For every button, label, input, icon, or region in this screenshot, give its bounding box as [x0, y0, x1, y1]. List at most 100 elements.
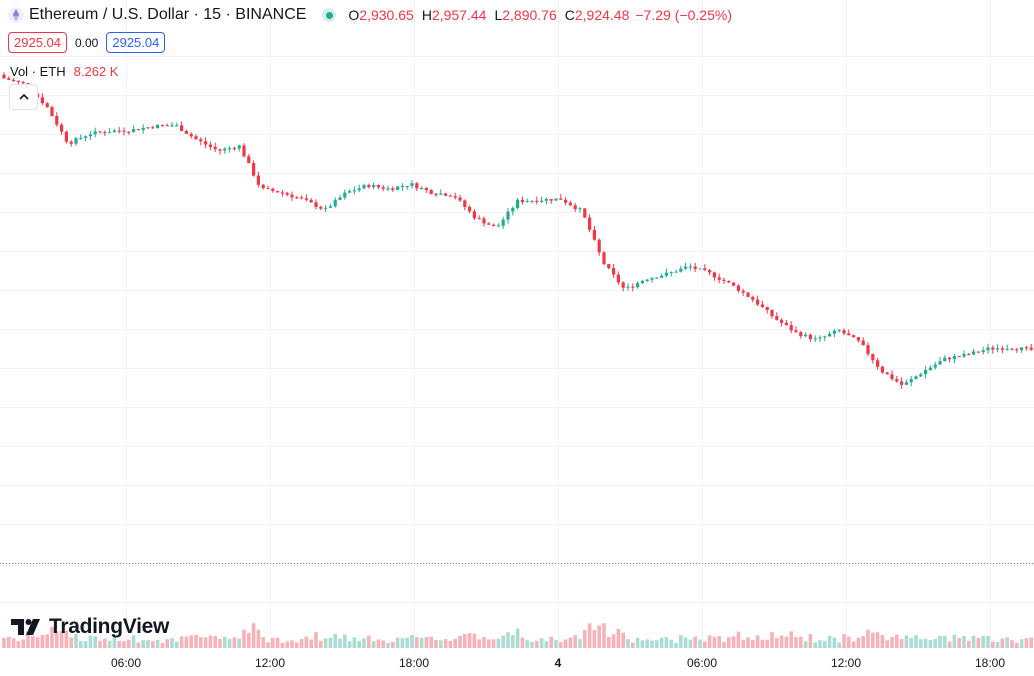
- candle-body: [309, 199, 313, 203]
- candle-body: [266, 188, 270, 190]
- candle-body: [410, 183, 414, 187]
- volume-bar: [789, 631, 793, 648]
- volume-bar: [880, 634, 885, 648]
- candle: [381, 184, 385, 192]
- tradingview-logo[interactable]: TradingView: [11, 615, 169, 639]
- candle-body: [789, 325, 793, 331]
- candle: [405, 185, 409, 190]
- volume-bar: [827, 635, 832, 648]
- candle-body: [799, 332, 803, 337]
- candle-body: [199, 139, 203, 142]
- candle: [914, 375, 918, 380]
- candle-body: [568, 202, 572, 206]
- candle-body: [549, 199, 553, 201]
- candle-body: [732, 282, 736, 286]
- volume-bar: [2, 637, 6, 648]
- volume-bar: [424, 637, 429, 648]
- volume-bar: [21, 639, 25, 648]
- candle-body: [348, 191, 352, 193]
- volume-bar: [59, 631, 64, 648]
- candle-body: [972, 351, 976, 355]
- market-status-icon[interactable]: [322, 8, 337, 22]
- candle: [7, 76, 11, 81]
- candle: [520, 196, 524, 205]
- candle: [468, 205, 472, 214]
- candle: [208, 141, 212, 151]
- volume-bar: [544, 641, 549, 648]
- candle: [1024, 345, 1028, 351]
- volume-bar: [525, 640, 529, 648]
- candle-body: [228, 148, 232, 150]
- candle: [410, 180, 414, 189]
- collapse-legend-button[interactable]: [9, 84, 38, 110]
- candle: [583, 208, 587, 219]
- candle: [2, 72, 6, 79]
- candle-body: [252, 163, 256, 176]
- candle-body: [93, 131, 97, 135]
- candle-body: [943, 357, 947, 362]
- candle-body: [900, 381, 904, 385]
- sell-button[interactable]: 2925.04: [8, 32, 67, 53]
- candle: [722, 277, 726, 284]
- candle-body: [775, 316, 779, 320]
- candle: [228, 146, 232, 153]
- candle-body: [21, 81, 25, 84]
- candle: [890, 370, 894, 381]
- volume-bar: [559, 642, 563, 648]
- candle-body: [376, 185, 380, 188]
- volume-bar: [808, 634, 813, 648]
- symbol-title[interactable]: Ethereum / U.S. Dollar · 15 · BINANCE: [29, 6, 307, 23]
- volume-bar: [904, 635, 909, 648]
- candle-body: [50, 107, 54, 117]
- candle-body: [952, 356, 956, 360]
- candle: [1005, 344, 1009, 351]
- candle: [540, 196, 544, 203]
- candle: [237, 144, 241, 152]
- candles[interactable]: [2, 72, 1033, 389]
- volume-bar: [784, 636, 789, 648]
- candle-body: [338, 197, 342, 200]
- candle-body: [69, 141, 73, 144]
- low-label: L: [494, 7, 503, 23]
- candle-body: [674, 271, 678, 273]
- candle-body: [468, 206, 472, 212]
- candle: [703, 264, 707, 272]
- candle: [338, 195, 342, 201]
- candle: [525, 198, 529, 203]
- candle: [607, 264, 611, 270]
- candle-body: [765, 307, 769, 311]
- volume-label: Vol · ETH: [10, 64, 66, 79]
- candle: [549, 198, 553, 204]
- candle: [386, 185, 390, 191]
- candle-body: [136, 129, 140, 131]
- candle-body: [650, 277, 654, 280]
- candle: [669, 271, 673, 277]
- candle-body: [621, 282, 625, 288]
- candle: [328, 203, 332, 209]
- volume-bar: [443, 639, 448, 648]
- volume-bar: [237, 638, 241, 648]
- candle-body: [304, 198, 308, 200]
- buy-button[interactable]: 2925.04: [106, 32, 166, 53]
- candle: [362, 183, 366, 190]
- candle: [636, 281, 640, 289]
- candle: [698, 268, 702, 270]
- candle-body: [180, 125, 184, 131]
- volume-bar: [487, 639, 491, 648]
- candle-body: [660, 275, 664, 278]
- candle-body: [804, 334, 808, 337]
- candle-body: [861, 340, 865, 346]
- candle: [482, 216, 486, 227]
- candle: [938, 357, 942, 365]
- candle: [108, 128, 112, 134]
- candle: [842, 328, 846, 336]
- candle: [1029, 343, 1033, 351]
- candle-body: [986, 347, 990, 351]
- candle-body: [396, 186, 400, 190]
- candle-body: [429, 189, 433, 195]
- candle: [1010, 347, 1014, 350]
- candle-body: [40, 97, 44, 104]
- candle-body: [904, 382, 908, 385]
- volume-bar: [539, 638, 544, 648]
